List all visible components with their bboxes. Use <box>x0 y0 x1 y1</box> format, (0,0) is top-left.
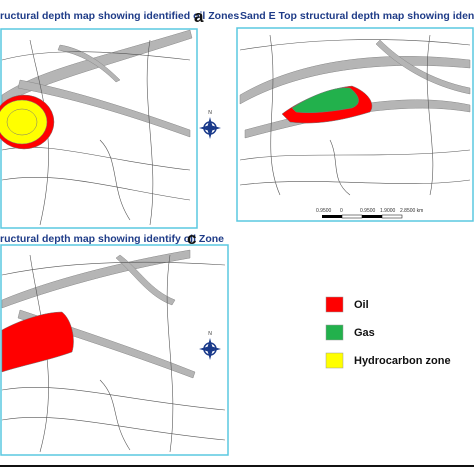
svg-text:N: N <box>208 110 212 116</box>
panel-title: ructural depth map showing identified oi… <box>0 10 239 22</box>
legend-label: Oil <box>354 299 369 311</box>
scale-bar <box>322 214 403 219</box>
scale-label: 2.8500 km <box>400 208 423 214</box>
panel-label: a <box>194 7 204 26</box>
map-b <box>239 34 471 196</box>
legend-label: Hydrocarbon zone <box>354 355 451 367</box>
map-c <box>1 249 226 453</box>
scale-label: 0.9500 <box>360 208 376 214</box>
legend-swatch <box>325 296 344 313</box>
texts: ructural depth map showing identified oi… <box>0 7 474 369</box>
panel-label: c <box>187 229 196 248</box>
legend-swatch <box>325 352 344 369</box>
compass-a: N <box>199 110 221 139</box>
legend-label: Gas <box>354 327 375 339</box>
scale-label: 0 <box>340 208 343 214</box>
panel-title: Sand E Top structural depth map showing … <box>240 10 474 22</box>
panel-title: ructural depth map showing identify oil … <box>0 233 224 245</box>
map-a <box>0 29 193 226</box>
legend-swatch <box>325 324 344 341</box>
compass-c: N <box>199 331 221 360</box>
svg-text:N: N <box>208 331 212 337</box>
scale-label: 1.9000 <box>380 208 396 214</box>
scale-label: 0.9500 <box>316 208 332 214</box>
